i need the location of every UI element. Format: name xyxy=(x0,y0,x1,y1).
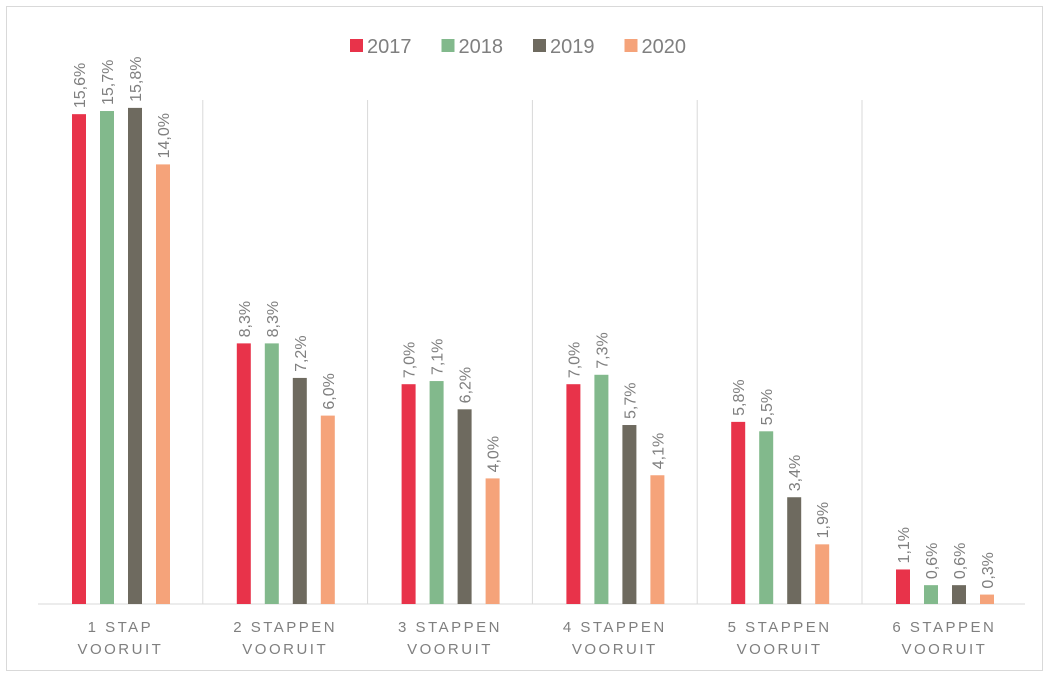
legend-swatch xyxy=(624,39,638,52)
data-label: 7,3% xyxy=(594,332,611,368)
bar xyxy=(980,594,994,604)
legend-label: 2019 xyxy=(550,36,595,58)
data-label: 5,7% xyxy=(622,383,639,419)
bar xyxy=(236,343,251,604)
data-label: 8,3% xyxy=(265,301,282,337)
bar xyxy=(787,497,802,604)
data-label: 1,9% xyxy=(815,502,832,538)
bar xyxy=(815,544,830,604)
data-label: 7,1% xyxy=(430,339,447,375)
data-label: 6,2% xyxy=(458,367,475,403)
data-label: 4,1% xyxy=(650,433,667,469)
bar xyxy=(650,475,665,604)
bar xyxy=(896,569,910,604)
data-label: 0,6% xyxy=(924,543,941,579)
data-label: 5,5% xyxy=(759,389,776,425)
data-label: 4,0% xyxy=(486,436,503,472)
bar xyxy=(485,478,500,604)
x-tick-label: 3 STAPPEN VOORUIT xyxy=(398,619,502,658)
x-tick-label: 1 STAP VOORUIT xyxy=(77,619,164,658)
chart-border xyxy=(6,6,1043,671)
bar xyxy=(594,374,609,604)
data-label: 5,8% xyxy=(731,379,748,415)
x-tick-label: 5 STAPPEN VOORUIT xyxy=(727,619,832,658)
bar xyxy=(401,384,416,604)
bar xyxy=(429,381,444,604)
bar xyxy=(156,164,170,604)
bar xyxy=(566,384,581,604)
x-tick-label: 6 STAPPEN VOORUIT xyxy=(892,619,997,658)
data-label: 6,0% xyxy=(321,373,338,409)
bar xyxy=(952,585,966,604)
legend-label: 2020 xyxy=(642,36,687,58)
bar xyxy=(292,377,307,604)
legend-swatch xyxy=(441,39,455,52)
data-label: 0,6% xyxy=(952,543,969,579)
bar xyxy=(457,409,472,604)
data-label: 0,3% xyxy=(980,552,997,588)
x-tick-label: 2 STAPPEN VOORUIT xyxy=(233,619,338,658)
data-label: 1,1% xyxy=(896,527,913,563)
legend-label: 2017 xyxy=(367,36,412,58)
data-label: 3,4% xyxy=(787,455,804,491)
data-label: 8,3% xyxy=(237,301,254,337)
bar xyxy=(622,425,637,604)
data-label: 7,0% xyxy=(566,342,583,378)
bar xyxy=(731,421,746,604)
data-label: 7,0% xyxy=(402,342,419,378)
bar xyxy=(100,111,114,605)
bar xyxy=(128,107,142,604)
bar xyxy=(924,585,938,604)
data-label: 15,6% xyxy=(72,63,89,108)
data-label: 7,2% xyxy=(293,335,310,371)
bar xyxy=(72,114,86,604)
data-label: 15,8% xyxy=(128,57,145,102)
legend-label: 2018 xyxy=(459,36,504,58)
bar xyxy=(320,415,335,604)
bar xyxy=(759,431,774,604)
data-label: 15,7% xyxy=(100,60,117,105)
legend-swatch xyxy=(533,39,546,52)
x-tick-label: 4 STAPPEN VOORUIT xyxy=(562,619,667,658)
legend-swatch xyxy=(350,39,363,52)
bar xyxy=(264,343,279,604)
data-label: 14,0% xyxy=(156,113,173,158)
